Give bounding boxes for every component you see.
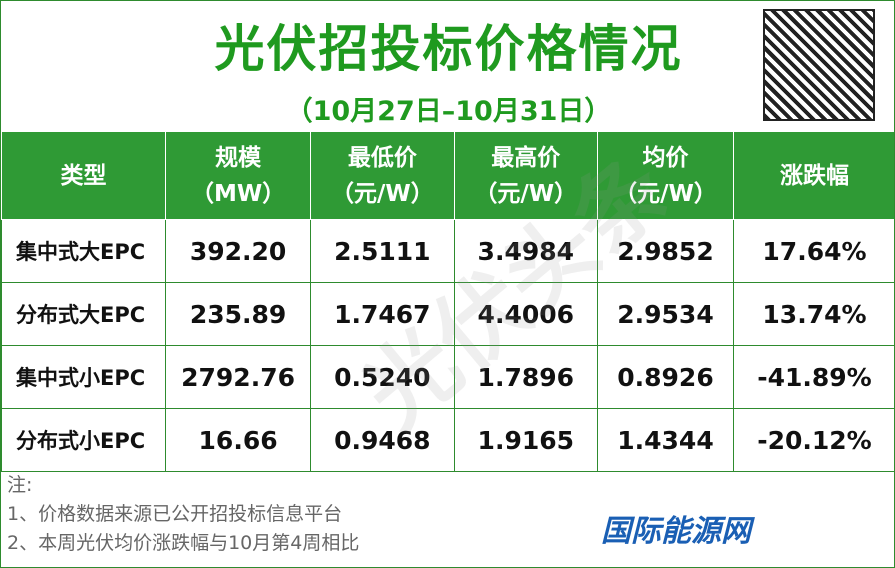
table-cell: 17.64% <box>732 219 894 283</box>
table-cell: 3.4984 <box>453 219 599 283</box>
table-cell: 1.4344 <box>597 408 734 472</box>
table-cell: 1.7896 <box>453 345 599 409</box>
table-cell: 235.89 <box>165 282 312 346</box>
table-cell: 集中式小EPC <box>1 345 167 409</box>
qr-code <box>763 9 875 121</box>
table-cell: 分布式大EPC <box>1 282 167 346</box>
table-cell: 392.20 <box>165 219 312 283</box>
note: 1、价格数据来源已公开招投标信息平台 <box>7 503 343 525</box>
table-cell: 0.9468 <box>310 408 455 472</box>
header-name: 类型 <box>60 162 107 189</box>
table-cell: 分布式小EPC <box>1 408 167 472</box>
table-cell: -20.12% <box>732 408 894 472</box>
header-name: 涨跌幅 <box>779 162 849 189</box>
table-cell: 4.4006 <box>453 282 599 346</box>
header-cell: 均价 （元/W） <box>597 131 734 220</box>
header-cell: 最高价 （元/W） <box>453 131 599 220</box>
note: 2、本周光伏均价涨跌幅与10月第4周相比 <box>7 532 360 554</box>
table-cell: 2792.76 <box>165 345 312 409</box>
header-unit: （元/W） <box>614 180 717 207</box>
price-table: 类型 规模 （MW） 最低价 （元/W） 最高价 （元/W） 均价 （元/W） 涨跌幅集中式大EP… <box>1 131 894 472</box>
title: 光伏招投标价格情况 <box>214 20 683 78</box>
table-cell: 2.9534 <box>597 282 734 346</box>
table-cell: 1.7467 <box>310 282 455 346</box>
header-unit: （元/W） <box>474 180 578 207</box>
header-name: 最高价 <box>491 144 561 171</box>
header-cell: 最低价 （元/W） <box>310 131 455 220</box>
table-cell: 13.74% <box>732 282 894 346</box>
logo: 国际能源网 <box>601 514 751 549</box>
table-cell: 集中式大EPC <box>1 219 167 283</box>
header-cell: 规模 （MW） <box>165 131 312 220</box>
table-row: 集中式小EPC 2792.76 0.5240 1.7896 0.8926 -41.89% <box>1 345 894 409</box>
header-name: 规模 <box>215 144 262 171</box>
header-cell: 类型 <box>1 131 167 220</box>
notes: 注: 1、价格数据来源已公开招投标信息平台 2、本周光伏均价涨跌幅与10月第4周… <box>7 471 359 558</box>
notes-heading: 注: <box>7 474 33 496</box>
header-unit: （元/W） <box>330 180 434 207</box>
table-cell: 2.9852 <box>597 219 734 283</box>
header-cell: 涨跌幅 <box>732 131 894 220</box>
subtitle: （10月27日–10月31日） <box>285 96 612 127</box>
header-row: 类型 规模 （MW） 最低价 （元/W） 最高价 （元/W） 均价 （元/W） 涨跌幅 <box>1 131 894 220</box>
header-unit: （MW） <box>190 180 286 207</box>
table-cell: 0.5240 <box>310 345 455 409</box>
table-cell: 0.8926 <box>597 345 734 409</box>
table-cell: -41.89% <box>732 345 894 409</box>
table-cell: 1.9165 <box>453 408 599 472</box>
table-row: 分布式大EPC 235.89 1.7467 4.4006 2.9534 13.74% <box>1 282 894 346</box>
table-cell: 16.66 <box>165 408 312 472</box>
header-name: 最低价 <box>347 144 417 171</box>
header-name: 均价 <box>642 144 689 171</box>
table-cell: 2.5111 <box>310 219 455 283</box>
table-row: 分布式小EPC 16.66 0.9468 1.9165 1.4344 -20.12% <box>1 408 894 472</box>
